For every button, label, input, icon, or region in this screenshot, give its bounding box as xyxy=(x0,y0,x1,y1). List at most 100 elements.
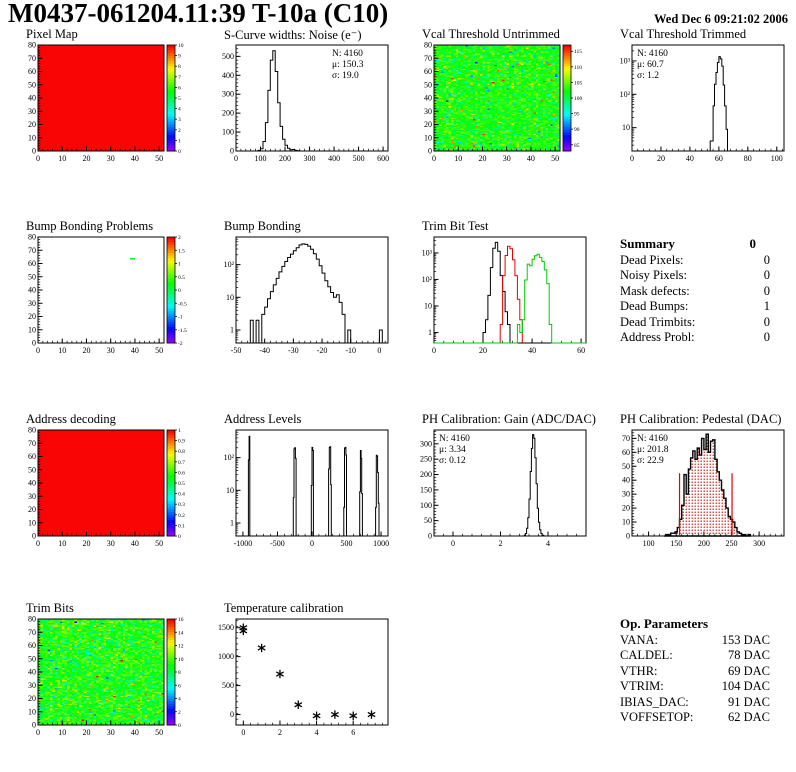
svg-text:1: 1 xyxy=(178,428,181,434)
svg-text:0: 0 xyxy=(32,721,36,730)
svg-text:50: 50 xyxy=(155,154,163,163)
ph-calibration-gain-panel: PH Calibration: Gain (ADC/DAC) 0 2 4 0 50 100 1… xyxy=(406,412,596,561)
svg-text:1000: 1000 xyxy=(218,652,234,661)
svg-text:0.4: 0.4 xyxy=(178,492,185,498)
svg-text:10: 10 xyxy=(424,301,432,310)
svg-text:20: 20 xyxy=(479,346,487,355)
svg-text:-500: -500 xyxy=(270,539,285,548)
stats-text: N: 4160 xyxy=(332,49,363,59)
bump-bonding-plot: -50 -40 -30 -20 -10 0 1 10 10² xyxy=(224,236,389,355)
svg-text:20: 20 xyxy=(424,120,432,129)
svg-text:300: 300 xyxy=(304,154,316,163)
summary-heading: Summary xyxy=(620,236,675,251)
svg-text:70: 70 xyxy=(28,439,36,448)
svg-text:0: 0 xyxy=(178,149,181,155)
stats-text: σ: 22.9 xyxy=(637,456,664,466)
svg-text:0: 0 xyxy=(428,532,432,541)
svg-text:4: 4 xyxy=(315,728,319,737)
svg-text:80: 80 xyxy=(28,615,36,624)
svg-text:30: 30 xyxy=(107,154,115,163)
svg-text:0: 0 xyxy=(32,147,36,156)
op-parameter-label: IBIAS_DAC: xyxy=(620,694,689,709)
summary-row: Address Probl: 0 xyxy=(620,330,770,346)
svg-text:40: 40 xyxy=(131,154,139,163)
svg-text:10²: 10² xyxy=(620,90,631,99)
svg-text:12: 12 xyxy=(178,644,184,650)
op-parameter-row: VTRIM: 104 DAC xyxy=(620,679,770,695)
svg-text:1000: 1000 xyxy=(373,539,389,548)
bump-bonding-problems-plot: 0 10 20 30 40 50 0 10 20 30 40 50 60 70 80 2 1.5 1 0.5 0 -0.… xyxy=(28,233,187,356)
data-point-marker xyxy=(367,710,376,719)
svg-text:250: 250 xyxy=(420,455,432,464)
address-decoding-plot: 0 10 20 30 40 50 0 10 20 30 40 50 60 70 80 1 0.9 0.8 0.7 0.… xyxy=(28,426,185,549)
svg-text:1: 1 xyxy=(428,328,432,337)
op-parameter-label: VTRIM: xyxy=(620,679,664,693)
svg-text:14: 14 xyxy=(178,630,184,636)
stats-text: N: 4160 xyxy=(637,434,668,444)
svg-text:1.5: 1.5 xyxy=(178,248,185,254)
ph-calibration-gain-title: PH Calibration: Gain (ADC/DAC) xyxy=(422,412,596,426)
stats-text: μ: 201.8 xyxy=(637,445,669,455)
stats-text: σ: 0.12 xyxy=(439,456,466,466)
svg-text:2: 2 xyxy=(278,728,282,737)
op-parameters-panel: Op. Parameters VANA: 153 DAC CALDEL: 78 DA… xyxy=(620,616,770,726)
op-parameter-value: 62 DAC xyxy=(727,710,770,724)
svg-text:10²: 10² xyxy=(224,453,235,462)
bump-bonding-panel: Bump Bonding -50 -40 -30 -20 -10 0 1 10 10² xyxy=(208,219,398,368)
svg-text:10: 10 xyxy=(28,518,36,527)
summary-label: Mask defects: xyxy=(620,283,690,298)
svg-text:20: 20 xyxy=(82,539,90,548)
svg-text:30: 30 xyxy=(107,346,115,355)
pixel-map-panel: Pixel Map 0 10 20 30 40 50 0 10 20 30 40 50 60 70 80 10 9… xyxy=(10,27,200,176)
trim-bit-test-plot: 0 20 40 60 1 10 10² 10³ xyxy=(422,236,587,355)
svg-text:30: 30 xyxy=(28,299,36,308)
svg-text:100: 100 xyxy=(222,128,234,137)
bump-bonding-title: Bump Bonding xyxy=(224,219,301,233)
svg-text:80: 80 xyxy=(744,154,752,163)
svg-text:200: 200 xyxy=(698,539,710,548)
op-parameter-value: 78 DAC xyxy=(727,648,770,662)
data-point-marker xyxy=(275,669,284,679)
svg-text:2: 2 xyxy=(178,710,181,716)
svg-text:300: 300 xyxy=(753,539,765,548)
svg-text:200: 200 xyxy=(279,154,291,163)
svg-text:0: 0 xyxy=(432,346,436,355)
svg-text:10³: 10³ xyxy=(620,56,631,65)
scurve-noise-title: S-Curve widths: Noise (e⁻) xyxy=(224,28,362,42)
svg-text:-10: -10 xyxy=(345,346,356,355)
svg-text:60: 60 xyxy=(424,67,432,76)
svg-text:20: 20 xyxy=(478,154,486,163)
svg-text:4: 4 xyxy=(178,697,181,703)
svg-text:40: 40 xyxy=(131,346,139,355)
op-parameter-row: VTHR: 69 DAC xyxy=(620,664,770,680)
svg-text:0: 0 xyxy=(230,710,234,719)
svg-text:30: 30 xyxy=(107,728,115,737)
svg-text:10: 10 xyxy=(424,133,432,142)
op-parameter-label: VANA: xyxy=(620,632,658,647)
svg-text:0: 0 xyxy=(178,534,181,540)
svg-text:0: 0 xyxy=(377,346,381,355)
svg-text:40: 40 xyxy=(622,476,630,485)
svg-text:-0.5: -0.5 xyxy=(178,301,187,307)
svg-text:70: 70 xyxy=(28,246,36,255)
svg-text:0: 0 xyxy=(234,154,238,163)
summary-label: Address Probl: xyxy=(620,330,695,344)
svg-text:40: 40 xyxy=(28,668,36,677)
svg-text:500: 500 xyxy=(222,52,234,61)
svg-text:200: 200 xyxy=(420,470,432,479)
svg-text:400: 400 xyxy=(328,154,340,163)
svg-text:60: 60 xyxy=(622,448,630,457)
svg-text:0: 0 xyxy=(432,154,436,163)
svg-text:10: 10 xyxy=(226,293,234,302)
summary-row: Dead Pixels: 0 xyxy=(620,253,770,269)
svg-text:60: 60 xyxy=(28,67,36,76)
svg-text:30: 30 xyxy=(28,492,36,501)
svg-text:0: 0 xyxy=(36,154,40,163)
summary-row: Dead Bumps: 1 xyxy=(620,299,770,315)
trim-bit-test-title: Trim Bit Test xyxy=(422,219,489,233)
summary-value: 0 xyxy=(763,268,770,282)
timestamp: Wed Dec 6 09:21:02 2006 xyxy=(653,12,788,26)
summary-heading-value: 0 xyxy=(749,236,757,251)
svg-text:3: 3 xyxy=(178,117,181,123)
